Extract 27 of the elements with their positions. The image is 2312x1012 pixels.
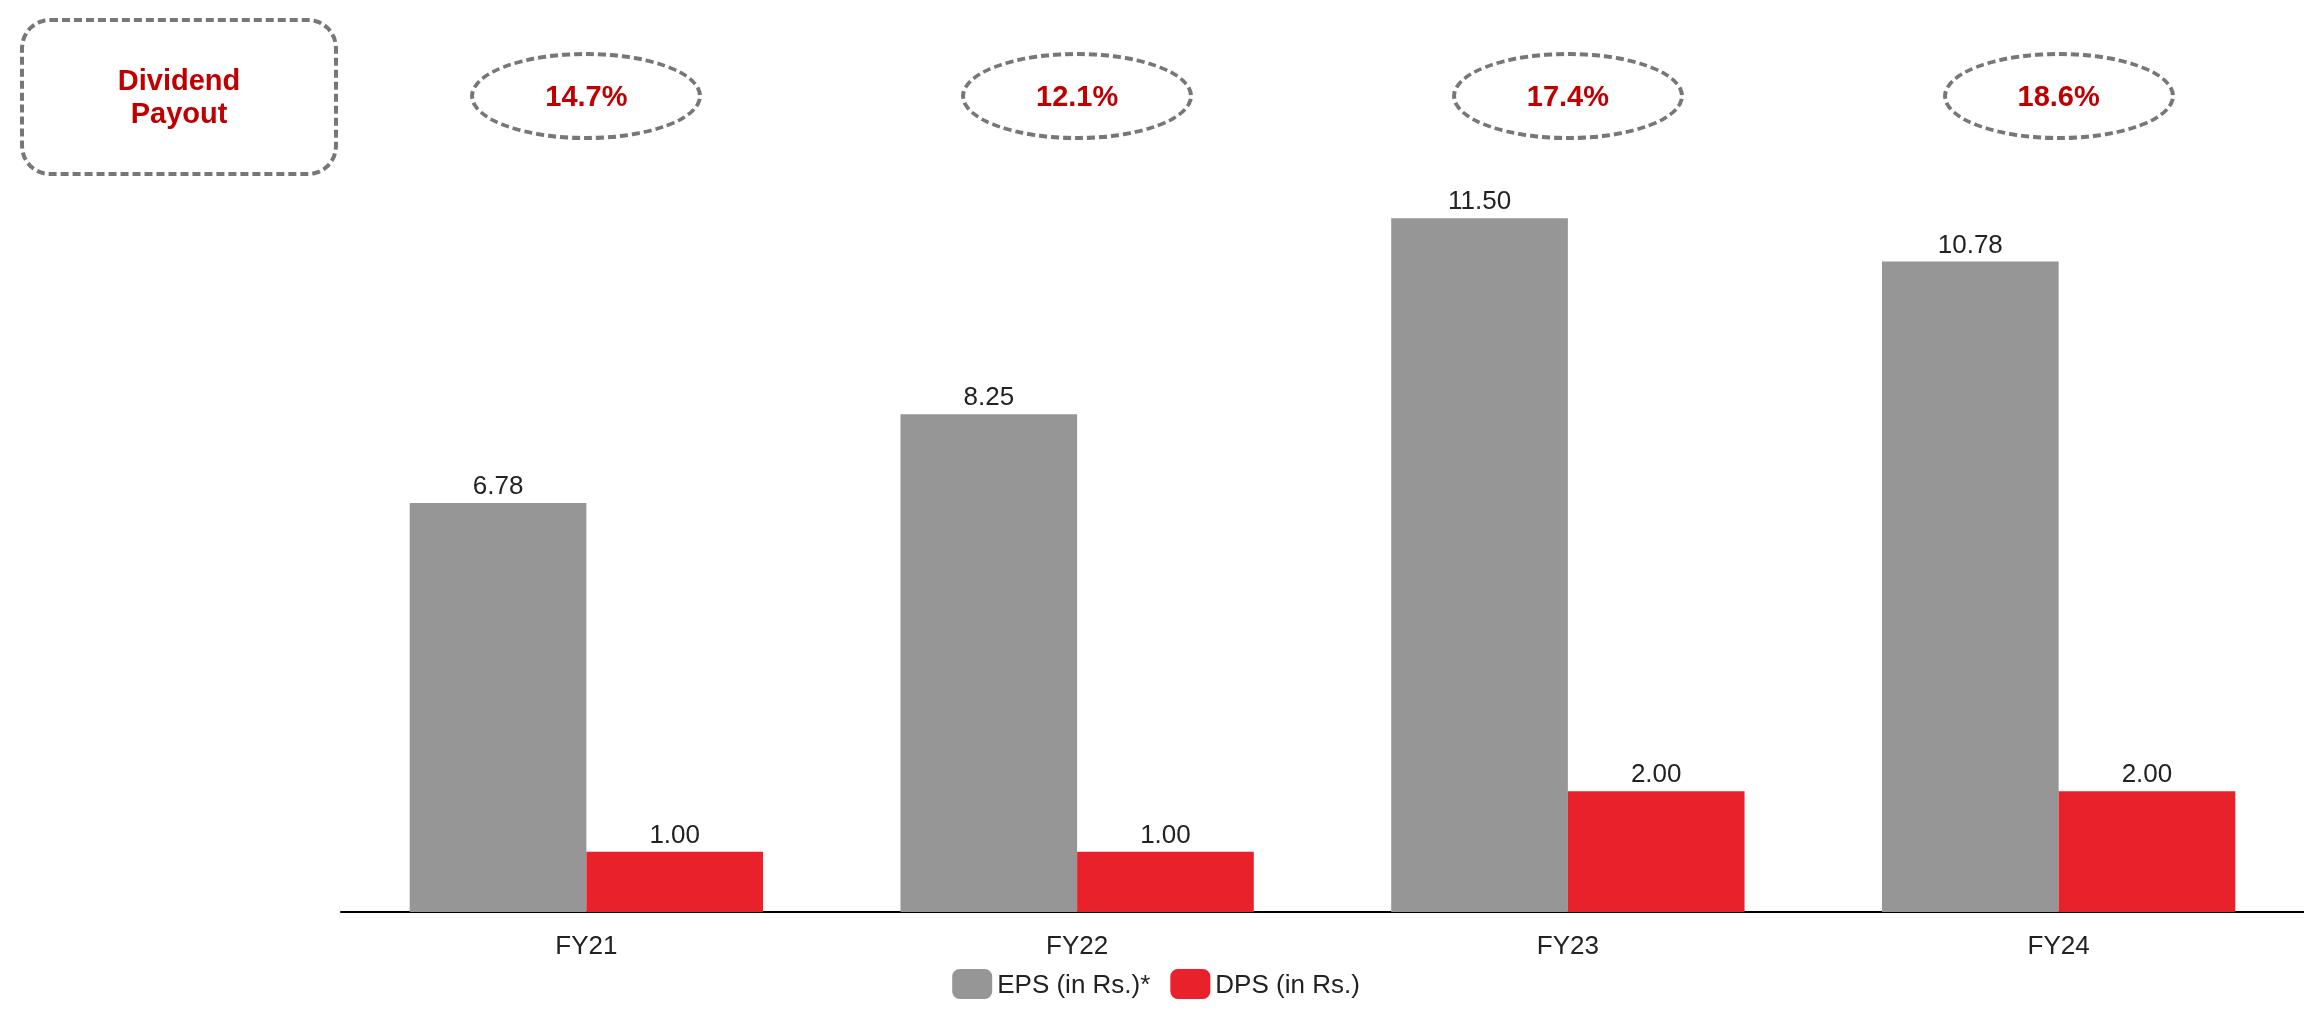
oval-outline: 18.6% [1942, 52, 2175, 140]
data-label: 8.25 [963, 381, 1015, 412]
data-label: 11.50 [1447, 185, 1512, 216]
bar [1077, 851, 1254, 912]
bar [900, 414, 1078, 912]
legend-label: EPS (in Rs.)* [997, 969, 1151, 999]
data-label: 1.00 [1140, 818, 1191, 849]
legend-label: DPS (in Rs.) [1215, 969, 1360, 999]
bar [586, 851, 764, 912]
x-tick-label: FY22 [1046, 930, 1109, 960]
data-label: 1.00 [649, 818, 701, 849]
bar [2058, 791, 2236, 912]
data-label: 2.00 [2121, 758, 2173, 789]
bar [409, 502, 587, 912]
bar [1881, 261, 2059, 912]
data-label: 6.78 [472, 469, 524, 500]
bar [1391, 218, 1568, 912]
x-tick-label: FY24 [2027, 930, 2090, 960]
oval-outline: 14.7% [470, 52, 703, 140]
oval-outline: 12.1% [961, 52, 1194, 140]
rounded-box-outline: Dividend Payout [20, 18, 338, 176]
x-tick-label: FY23 [1536, 930, 1599, 960]
bar [1567, 791, 1745, 912]
oval-outline: 17.4% [1451, 52, 1684, 140]
data-label: 10.78 [1937, 228, 2003, 259]
x-tick-label: FY21 [555, 930, 618, 960]
data-label: 2.00 [1630, 758, 1682, 789]
